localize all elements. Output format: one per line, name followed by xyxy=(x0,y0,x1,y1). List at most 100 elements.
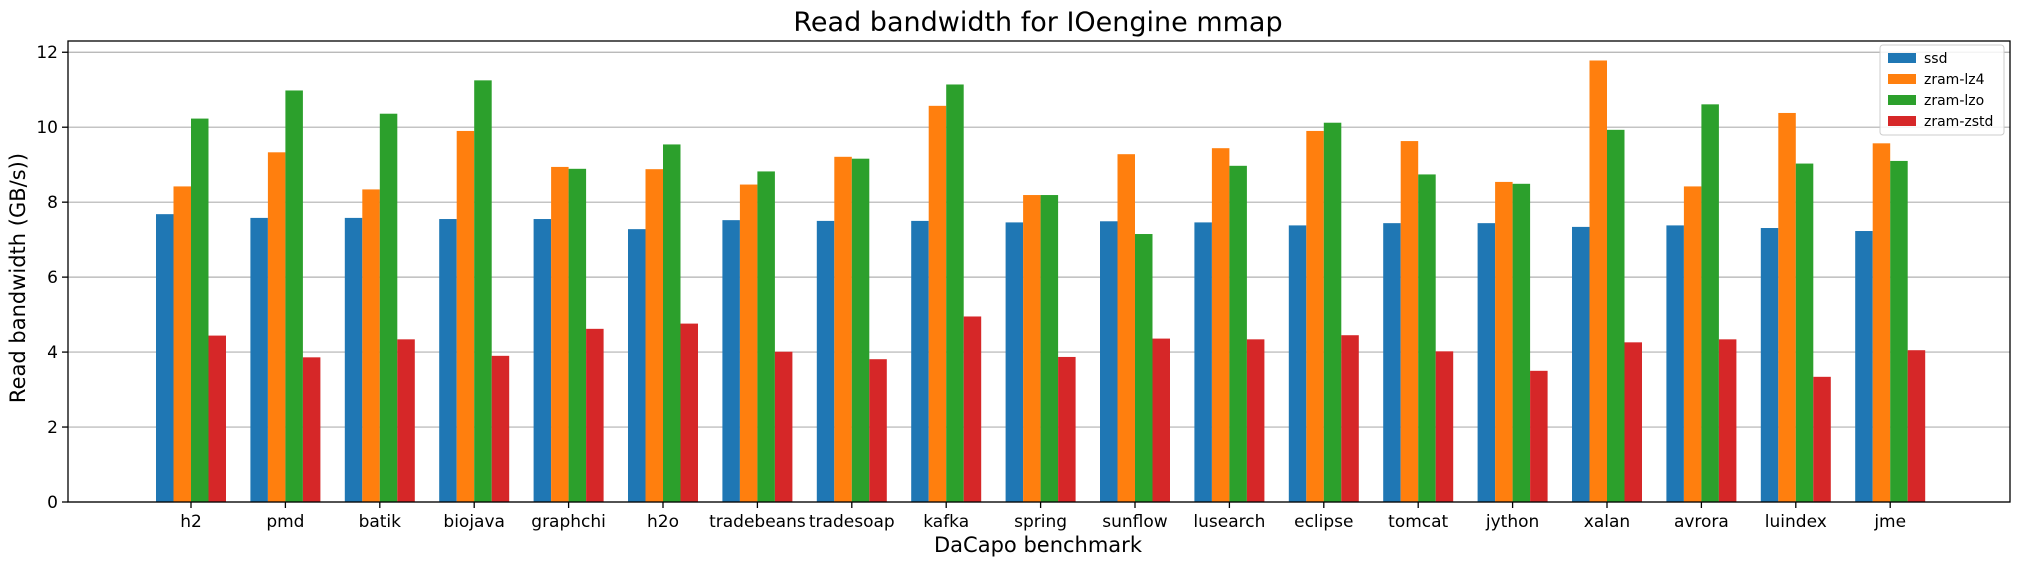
bar-ssd-h2 xyxy=(156,214,174,502)
y-tick-label: 4 xyxy=(47,343,58,363)
bar-zram-zstd-kafka xyxy=(963,316,982,502)
bar-zram-lzo-graphchi xyxy=(568,168,587,502)
bar-zram-lz4-pmd xyxy=(267,152,286,502)
x-tick-label: kafka xyxy=(923,512,969,532)
x-tick-label: graphchi xyxy=(531,512,606,532)
bar-ssd-lusearch xyxy=(1194,222,1212,502)
x-tick-label: h2 xyxy=(180,512,202,532)
legend-swatch-ssd xyxy=(1888,53,1916,63)
bar-zram-lzo-h2o xyxy=(663,144,681,502)
bar-zram-zstd-tradesoap xyxy=(869,359,887,502)
bar-ssd-tradebeans xyxy=(722,220,740,502)
bar-zram-zstd-xalan xyxy=(1624,342,1642,502)
bar-zram-lz4-h2 xyxy=(173,186,191,503)
x-tick-label: biojava xyxy=(443,512,505,532)
bar-zram-lzo-avrora xyxy=(1701,104,1719,502)
y-tick-label: 10 xyxy=(36,118,58,138)
bar-zram-lz4-eclipse xyxy=(1306,130,1324,502)
y-tick-label: 2 xyxy=(47,418,58,438)
bar-ssd-biojava xyxy=(439,219,457,502)
x-tick-label: sunflow xyxy=(1102,512,1168,532)
bar-ssd-eclipse xyxy=(1288,225,1307,502)
bar-ssd-luindex xyxy=(1760,228,1779,502)
legend-label-zram-lz4: zram-lz4 xyxy=(1924,72,1985,88)
bar-ssd-tradesoap xyxy=(816,220,835,502)
bar-zram-lzo-tradesoap xyxy=(851,158,870,502)
bar-zram-zstd-h2o xyxy=(680,323,698,502)
bar-ssd-sunflow xyxy=(1100,221,1118,502)
bar-zram-lz4-tomcat xyxy=(1400,141,1419,502)
bar-zram-lzo-jme xyxy=(1890,160,1908,502)
legend-label-ssd: ssd xyxy=(1924,51,1947,67)
bar-ssd-batik xyxy=(344,217,363,502)
bar-ssd-pmd xyxy=(250,217,268,502)
legend-swatch-zram-zstd xyxy=(1888,116,1916,126)
x-tick-label: jython xyxy=(1485,512,1539,532)
bar-zram-lz4-xalan xyxy=(1589,60,1607,503)
bar-zram-zstd-h2 xyxy=(208,335,226,502)
bar-zram-lzo-biojava xyxy=(474,80,492,502)
x-tick-label: lusearch xyxy=(1193,512,1265,532)
chart-title: Read bandwidth for IOengine mmap xyxy=(793,7,1282,38)
bar-zram-lz4-graphchi xyxy=(551,166,569,502)
bar-zram-lzo-h2 xyxy=(191,118,209,502)
y-tick-label: 6 xyxy=(47,268,58,288)
bar-zram-lz4-spring xyxy=(1023,195,1041,503)
x-tick-label: tomcat xyxy=(1388,512,1448,532)
bar-zram-zstd-sunflow xyxy=(1152,338,1170,502)
bar-zram-zstd-jme xyxy=(1907,350,1926,502)
bar-zram-lzo-luindex xyxy=(1795,163,1814,502)
bar-zram-lz4-lusearch xyxy=(1211,148,1230,502)
bar-zram-zstd-biojava xyxy=(491,355,510,502)
bar-zram-lzo-eclipse xyxy=(1323,122,1342,503)
bar-zram-zstd-jython xyxy=(1530,370,1548,502)
bar-zram-zstd-pmd xyxy=(302,357,321,502)
bar-zram-lzo-sunflow xyxy=(1135,234,1153,502)
x-tick-label: spring xyxy=(1014,512,1067,532)
bar-zram-zstd-tradebeans xyxy=(774,351,793,502)
bar-zram-zstd-batik xyxy=(397,339,415,502)
bar-zram-lz4-jme xyxy=(1872,143,1891,502)
bar-zram-lzo-spring xyxy=(1040,195,1059,503)
legend-swatch-zram-lzo xyxy=(1888,95,1916,105)
bar-zram-lzo-kafka xyxy=(946,84,964,502)
bar-zram-lz4-kafka xyxy=(928,105,947,502)
legend-box xyxy=(1879,44,2005,136)
y-tick-label: 12 xyxy=(36,43,58,63)
bar-zram-lz4-tradesoap xyxy=(834,156,852,502)
x-tick-label: jme xyxy=(1873,512,1906,532)
plot-frame xyxy=(67,40,2011,503)
legend-label-zram-zstd: zram-zstd xyxy=(1924,114,1993,130)
bar-zram-lz4-biojava xyxy=(456,130,475,502)
bar-zram-zstd-graphchi xyxy=(586,328,604,502)
bar-ssd-avrora xyxy=(1666,225,1684,502)
legend-swatch-zram-lz4 xyxy=(1888,74,1916,84)
x-tick-label: xalan xyxy=(1584,512,1630,532)
x-tick-label: pmd xyxy=(266,512,304,532)
x-tick-label: luindex xyxy=(1765,512,1827,532)
bar-ssd-xalan xyxy=(1572,226,1590,502)
bar-ssd-tomcat xyxy=(1383,223,1401,502)
bar-ssd-graphchi xyxy=(533,219,552,502)
bars xyxy=(156,60,1926,503)
bar-zram-zstd-luindex xyxy=(1813,376,1831,502)
bar-ssd-jme xyxy=(1855,231,1873,502)
x-tick-label: avrora xyxy=(1674,512,1729,532)
bar-ssd-h2o xyxy=(628,229,646,502)
x-tick-label: tradebeans xyxy=(709,512,806,532)
bar-zram-zstd-eclipse xyxy=(1341,335,1359,502)
bar-zram-zstd-avrora xyxy=(1718,339,1737,502)
y-tick-label: 0 xyxy=(47,493,58,513)
x-axis-ticks: h2 pmd batik biojava graphchi h2o tradebeans tr… xyxy=(180,502,1906,532)
x-axis-label: DaCapo benchmark xyxy=(934,533,1143,557)
y-tick-label: 8 xyxy=(47,193,58,213)
legend: ssd zram-lz4 zram-lzo zram-zstd xyxy=(1879,44,2005,136)
bar-zram-lzo-pmd xyxy=(285,90,303,502)
bar-zram-lz4-jython xyxy=(1495,181,1513,503)
x-tick-label: h2o xyxy=(647,512,679,532)
legend-label-zram-lzo: zram-lzo xyxy=(1924,93,1984,109)
bar-zram-lzo-xalan xyxy=(1607,129,1625,502)
bar-zram-lzo-tomcat xyxy=(1418,174,1436,502)
y-axis-label: Read bandwidth (GB/s)) xyxy=(6,153,30,403)
bar-zram-lz4-luindex xyxy=(1778,112,1796,503)
